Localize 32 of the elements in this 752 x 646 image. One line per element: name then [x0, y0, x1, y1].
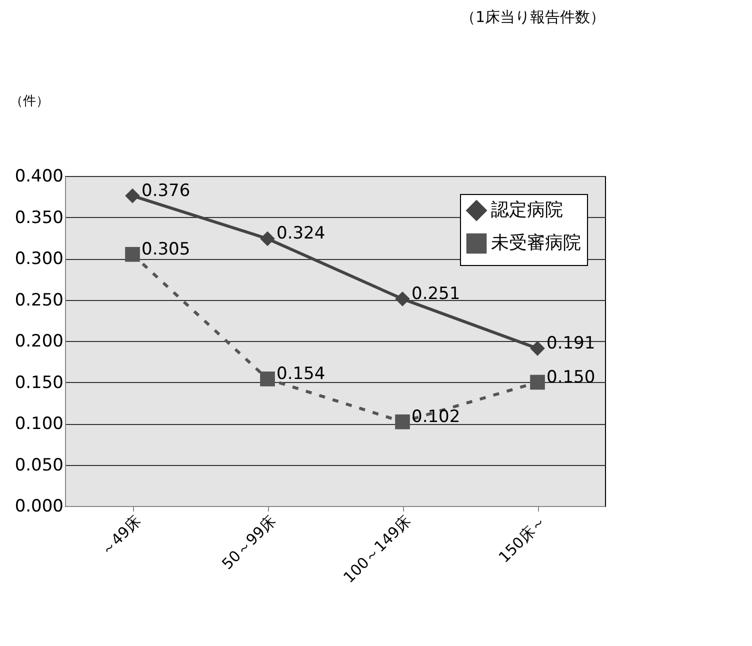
- point: [260, 372, 275, 386]
- y-tick-label: 0.350: [14, 208, 64, 228]
- point: [530, 374, 545, 390]
- data-label: 0.150: [546, 367, 596, 388]
- point: [530, 341, 545, 356]
- point: [125, 246, 140, 262]
- y-tick-label: 0.300: [14, 249, 64, 269]
- y-tick-label: 0.400: [14, 166, 64, 186]
- x-tick-label: ～49床: [96, 512, 144, 560]
- data-label: 0.305: [142, 239, 190, 260]
- point: [395, 292, 410, 306]
- y-tick-label: 0.250: [14, 290, 64, 310]
- data-label: 0.154: [276, 364, 326, 384]
- y-tick-label: 0.050: [14, 455, 64, 476]
- y-tick-label: 0.100: [14, 414, 64, 434]
- legend-label: 未受審病院: [491, 232, 581, 254]
- data-label: 0.102: [412, 406, 460, 427]
- legend-label: 認定病院: [491, 200, 563, 220]
- point: [260, 231, 275, 246]
- y-tick-label: 0.200: [14, 332, 64, 352]
- point: [125, 188, 140, 204]
- y-tick-label: 0.150: [14, 372, 64, 393]
- x-tick-label: 100～149床: [340, 512, 414, 587]
- x-tick-label: 50～99床: [218, 512, 280, 574]
- data-label: 0.324: [276, 224, 326, 244]
- x-tick-label: 150床～: [495, 512, 550, 566]
- chart-title: （1床当り報告件数）: [460, 8, 605, 26]
- y-tick-label: 0.000: [14, 496, 64, 516]
- point: [395, 414, 410, 430]
- data-label: 0.251: [412, 284, 460, 304]
- y-axis-title: （件）: [10, 94, 49, 109]
- data-label: 0.376: [142, 180, 190, 201]
